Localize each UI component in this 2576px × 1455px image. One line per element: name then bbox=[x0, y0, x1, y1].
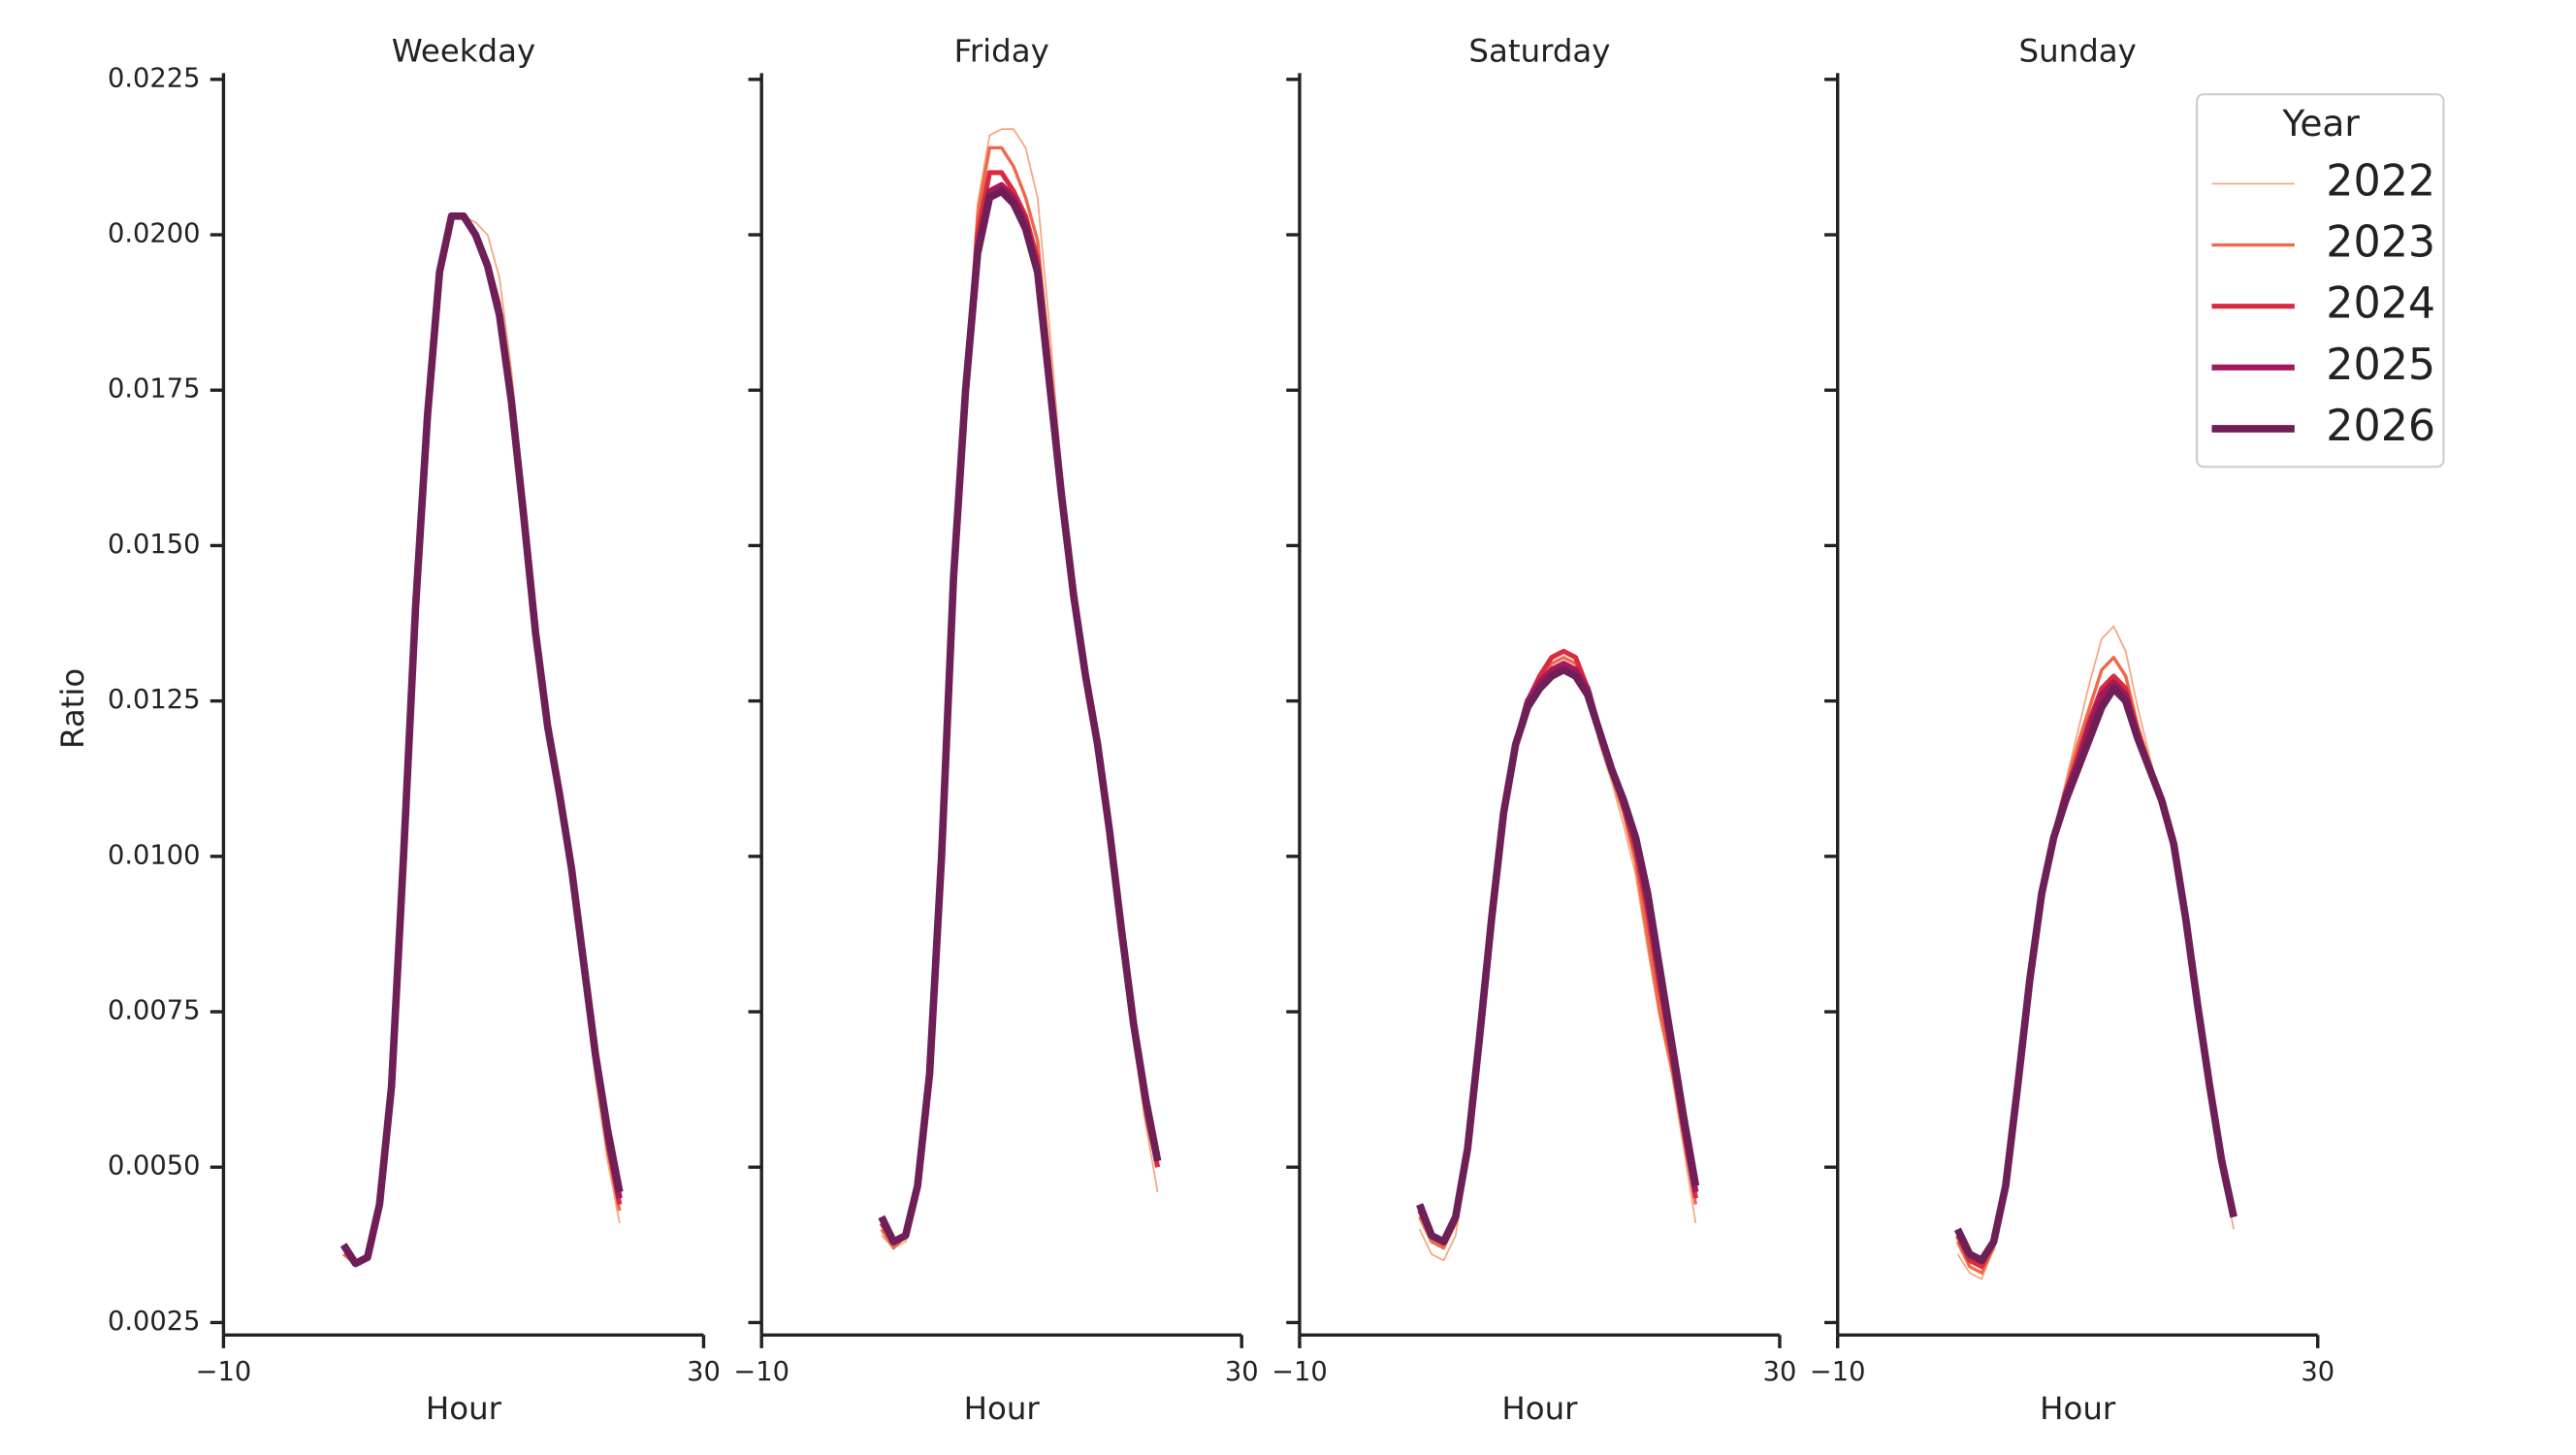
line-series bbox=[342, 214, 621, 1268]
panel-title: Friday bbox=[954, 33, 1049, 70]
x-tick-label: −10 bbox=[1272, 1357, 1328, 1387]
y-tick-label: 0.0125 bbox=[108, 685, 201, 715]
panel-title: Saturday bbox=[1468, 33, 1610, 70]
x-tick-label: 30 bbox=[2301, 1357, 2334, 1387]
legend-label: 2024 bbox=[2326, 279, 2435, 329]
y-tick-label: 0.0225 bbox=[108, 63, 201, 93]
panel-title: Sunday bbox=[2019, 33, 2137, 70]
line-series bbox=[1953, 684, 2238, 1265]
line-series bbox=[340, 212, 623, 1267]
y-tick-label: 0.0075 bbox=[108, 996, 201, 1026]
x-tick-label: 30 bbox=[687, 1357, 721, 1387]
x-axis-label: Hour bbox=[964, 1390, 1041, 1427]
x-tick-label: −10 bbox=[196, 1357, 252, 1387]
line-series bbox=[879, 181, 1161, 1245]
x-tick-label: 30 bbox=[1763, 1357, 1797, 1387]
x-axis-label: Hour bbox=[2040, 1390, 2116, 1427]
y-tick-label: 0.0150 bbox=[108, 530, 201, 560]
x-axis-label: Hour bbox=[1501, 1390, 1578, 1427]
x-tick-label: −10 bbox=[1810, 1357, 1866, 1387]
legend-box bbox=[2196, 93, 2445, 469]
y-tick-label: 0.0050 bbox=[108, 1151, 201, 1181]
line-series bbox=[879, 170, 1161, 1245]
y-tick-label: 0.0100 bbox=[108, 840, 201, 870]
legend-label: 2022 bbox=[2326, 156, 2435, 206]
line-series bbox=[342, 214, 622, 1266]
panel-title: Weekday bbox=[392, 33, 535, 70]
x-axis-label: Hour bbox=[426, 1390, 502, 1427]
y-axis-label: Ratio bbox=[54, 668, 91, 749]
legend-label: 2023 bbox=[2326, 218, 2435, 268]
line-series bbox=[341, 213, 623, 1267]
legend-title: Year bbox=[2281, 102, 2360, 145]
line-series bbox=[881, 128, 1159, 1249]
y-tick-label: 0.0025 bbox=[108, 1307, 201, 1337]
legend-label: 2025 bbox=[2326, 340, 2435, 390]
line-series bbox=[339, 211, 624, 1268]
line-series bbox=[880, 146, 1160, 1250]
line-series bbox=[878, 187, 1162, 1245]
line-series bbox=[1416, 665, 1700, 1245]
y-tick-label: 0.0200 bbox=[108, 219, 201, 249]
x-tick-label: −10 bbox=[733, 1357, 789, 1387]
y-tick-label: 0.0175 bbox=[108, 374, 201, 404]
x-tick-label: 30 bbox=[1225, 1357, 1259, 1387]
legend-label: 2026 bbox=[2326, 402, 2435, 451]
